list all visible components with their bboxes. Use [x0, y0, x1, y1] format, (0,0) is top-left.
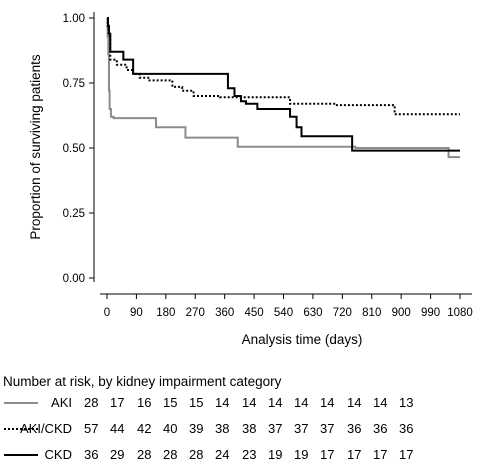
risk-count: 37	[294, 421, 308, 436]
risk-table-rows: AKI 28 17 16 15 15 14 14 14 14 14 14 14 13 AKI/CKD 57 44…	[4, 395, 413, 462]
risk-count: 28	[189, 447, 203, 462]
y-tick-label: 0.75	[63, 78, 85, 90]
x-ticks: 0 90 180 270 360 450 540 630 720 810 900 990 1080	[104, 294, 473, 319]
risk-table: Number at risk, by kidney impairment cat…	[3, 374, 413, 462]
risk-count: 37	[320, 421, 334, 436]
risk-count: 19	[294, 447, 308, 462]
x-tick-label: 1080	[447, 307, 473, 319]
risk-count: 15	[189, 395, 203, 410]
risk-count: 15	[163, 395, 177, 410]
curve-aki-ckd	[106, 17, 460, 116]
x-tick-label: 270	[186, 307, 205, 319]
risk-count: 38	[215, 421, 229, 436]
risk-count: 44	[110, 421, 124, 436]
risk-count: 14	[294, 395, 308, 410]
risk-row-label: AKI	[51, 395, 72, 410]
risk-count: 17	[373, 447, 387, 462]
risk-count: 40	[163, 421, 177, 436]
risk-count: 38	[242, 421, 256, 436]
risk-count: 23	[242, 447, 256, 462]
risk-count: 24	[215, 447, 229, 462]
risk-count: 19	[268, 447, 282, 462]
curve-aki	[106, 17, 460, 159]
risk-count: 14	[242, 395, 256, 410]
y-tick-label: 0.25	[63, 208, 85, 220]
risk-table-title: Number at risk, by kidney impairment cat…	[3, 374, 282, 389]
risk-count: 36	[84, 447, 98, 462]
y-ticks: 0.00 0.25 0.50 0.75 1.00	[63, 13, 94, 285]
risk-count: 14	[347, 395, 361, 410]
x-tick-label: 990	[421, 307, 440, 319]
risk-row-label: CKD	[45, 447, 72, 462]
risk-count: 28	[84, 395, 98, 410]
y-tick-label: 0.00	[63, 273, 85, 285]
y-tick-label: 1.00	[63, 13, 85, 25]
risk-count: 29	[110, 447, 124, 462]
risk-count: 13	[399, 395, 413, 410]
x-axis-title: Analysis time (days)	[242, 332, 363, 347]
y-tick-label: 0.50	[63, 143, 85, 155]
x-tick-label: 360	[215, 307, 234, 319]
x-tick-label: 540	[274, 307, 293, 319]
x-tick-label: 720	[333, 307, 352, 319]
risk-count: 42	[137, 421, 151, 436]
x-tick-label: 90	[130, 307, 143, 319]
risk-count: 17	[110, 395, 124, 410]
risk-count: 14	[373, 395, 387, 410]
x-tick-label: 810	[362, 307, 381, 319]
survival-curves	[106, 17, 460, 159]
x-tick-label: 630	[303, 307, 322, 319]
plot-area: 0.00 0.25 0.50 0.75 1.00 0 90 180 270 360 450 540 6…	[63, 12, 473, 319]
y-axis-title: Proportion of surviving patients	[28, 54, 43, 240]
risk-count: 17	[399, 447, 413, 462]
risk-count: 14	[320, 395, 334, 410]
risk-count: 14	[215, 395, 229, 410]
x-tick-label: 0	[104, 307, 110, 319]
curve-ckd	[106, 17, 460, 152]
risk-count: 14	[268, 395, 282, 410]
risk-count: 36	[373, 421, 387, 436]
risk-count: 16	[137, 395, 151, 410]
risk-count: 36	[399, 421, 413, 436]
x-tick-label: 900	[392, 307, 411, 319]
x-tick-label: 450	[244, 307, 263, 319]
risk-count: 17	[347, 447, 361, 462]
risk-count: 37	[268, 421, 282, 436]
risk-count: 17	[320, 447, 334, 462]
x-tick-label: 180	[156, 307, 175, 319]
risk-count: 36	[347, 421, 361, 436]
risk-count: 28	[163, 447, 177, 462]
risk-row-label: AKI/CKD	[20, 421, 72, 436]
risk-count: 28	[137, 447, 151, 462]
risk-count: 39	[189, 421, 203, 436]
risk-count: 57	[84, 421, 98, 436]
